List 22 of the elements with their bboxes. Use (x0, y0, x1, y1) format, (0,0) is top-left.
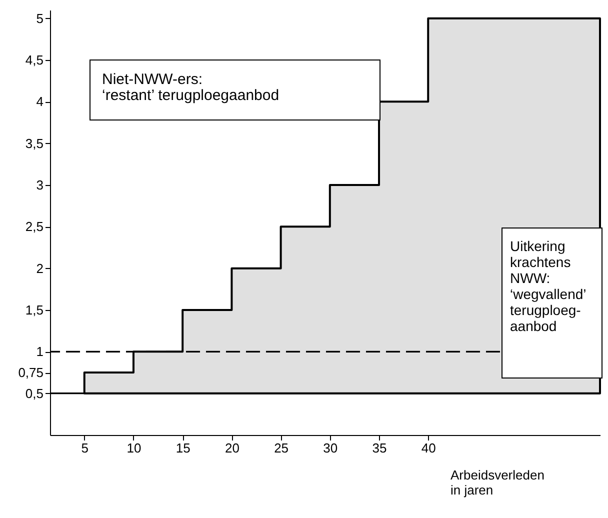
annotation: Uitkering krachtens NWW: ‘wegvallend’ terugploeg- aanbod (510, 238, 586, 334)
x-tick-label: 35 (372, 440, 387, 456)
x-tick-label: 30 (323, 440, 338, 456)
y-tick-label: 4 (36, 94, 44, 110)
y-tick-label: 1 (36, 344, 44, 360)
y-tick-label: 3 (36, 178, 44, 192)
y-tick-label: 0,5 (25, 386, 44, 401)
annotation: Niet-NWW-ers: ‘restant’ terugploegaanbod (102, 71, 280, 104)
y-tick-label: 1,5 (25, 302, 44, 318)
y-tick-label: 5 (36, 10, 44, 26)
x-tick-label: 5 (81, 440, 88, 456)
y-tick-label: 3,5 (25, 136, 44, 151)
y-tick-label: 0,75 (18, 365, 44, 380)
x-tick-label: 10 (126, 440, 142, 456)
y-tick-label: 2 (36, 260, 44, 276)
x-axis-title: Arbeidsverleden in jaren (450, 468, 544, 498)
y-tick-label: 2,5 (25, 219, 44, 234)
y-tick-label: 4,5 (25, 52, 44, 68)
x-tick-label: 20 (224, 440, 240, 456)
x-tick-label: 40 (421, 440, 436, 456)
x-tick-label: 15 (176, 440, 190, 456)
x-tick-label: 25 (274, 440, 289, 456)
